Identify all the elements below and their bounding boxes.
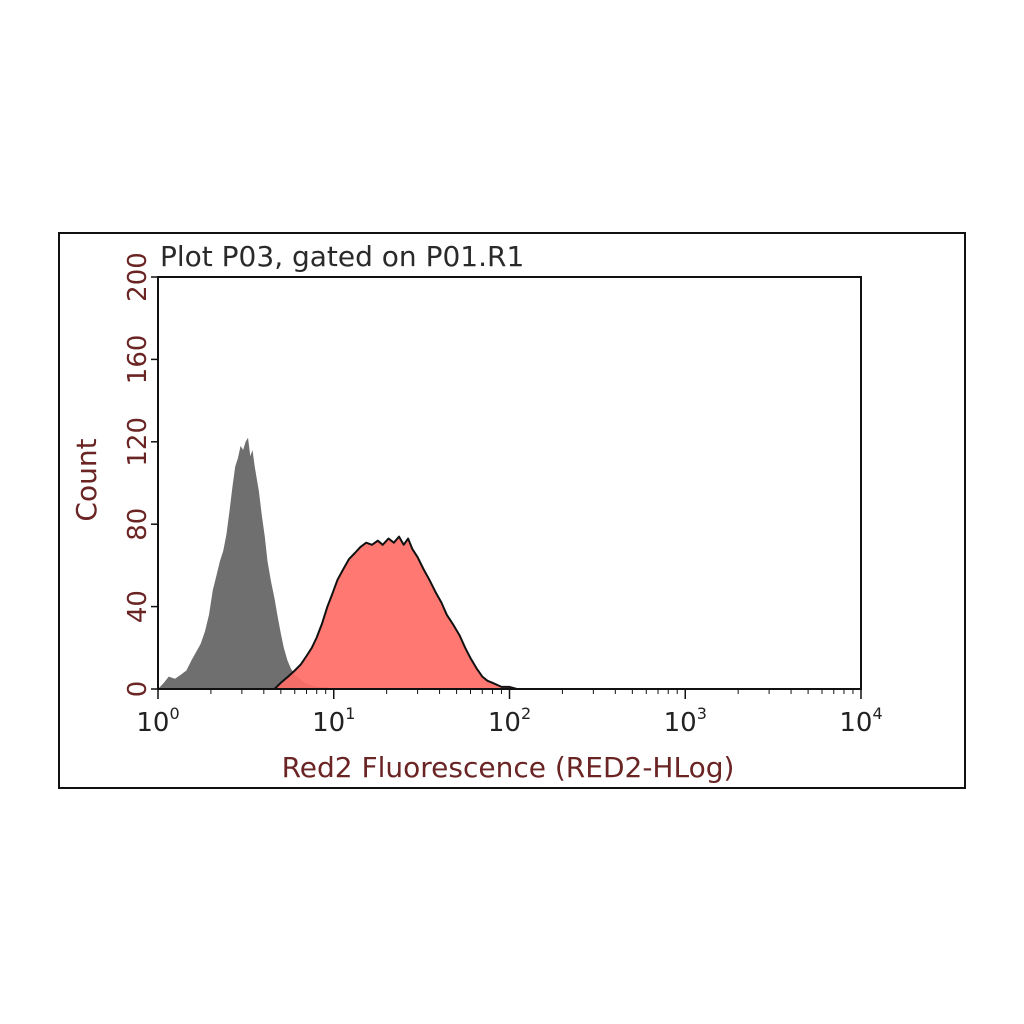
y-tick-label: 160 [123,335,153,385]
x-tick-base: 10 [312,708,345,738]
x-tick-label: 102 [488,704,531,738]
x-tick-label: 104 [839,704,882,738]
x-tick-exponent: 3 [697,704,707,723]
y-tick-label: 200 [123,252,153,302]
y-tick-label: 80 [123,508,153,541]
y-tick-label: 0 [123,681,153,698]
y-tick-label: 120 [123,417,153,467]
histogram-series-2 [273,535,518,690]
x-tick-base: 10 [136,708,169,738]
y-axis: 0 40 80 120 160 200 [123,252,158,697]
x-tick-exponent: 2 [521,704,531,723]
x-axis: 100 101 102 103 104 [136,689,883,738]
histogram-series-1 [158,437,334,689]
x-tick-label: 103 [664,704,707,738]
x-tick-exponent: 1 [345,704,355,723]
x-tick-label: 100 [136,704,179,738]
x-tick-base: 10 [488,708,521,738]
x-tick-exponent: 4 [872,704,882,723]
x-tick-base: 10 [664,708,697,738]
x-tick-label: 101 [312,704,355,738]
y-tick-label: 40 [123,590,153,623]
series-layer [158,437,518,690]
chart-title: Plot P03, gated on P01.R1 [160,240,524,273]
x-tick-base: 10 [839,708,872,738]
x-axis-label: Red2 Fluorescence (RED2-HLog) [282,751,735,784]
y-axis-label: Count [70,438,103,521]
x-tick-exponent: 0 [169,704,179,723]
